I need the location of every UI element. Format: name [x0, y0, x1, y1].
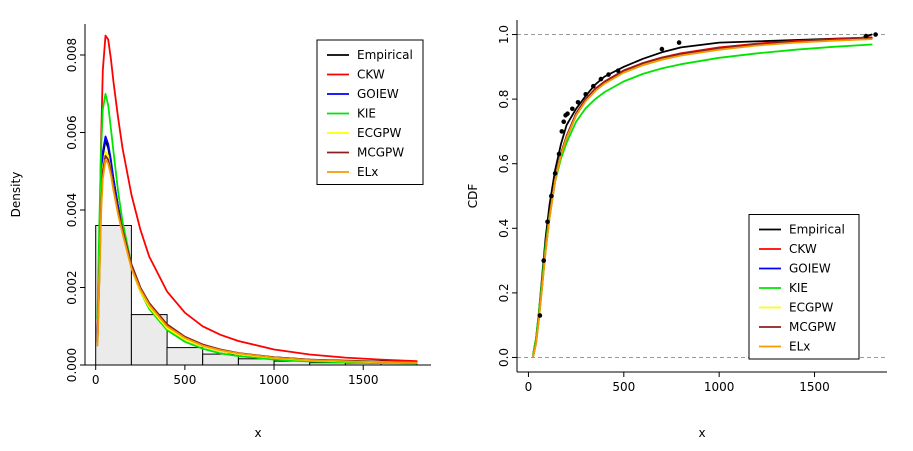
x-tick-label: 1500: [348, 373, 379, 387]
series-lines: [532, 33, 873, 358]
data-point: [591, 83, 596, 89]
y-tick-label: 0.000: [65, 348, 79, 382]
legend-label: ELx: [789, 340, 810, 354]
legend-label: Empirical: [789, 223, 845, 237]
cdf-plot: 0 500 1000 1500 0.0 0.2 0.4 0.6 0.8 1.0 x CDF Empiri…: [466, 20, 887, 440]
data-point: [873, 32, 878, 37]
x-axis-title: x: [698, 426, 705, 440]
y-tick-label: 1.0: [497, 25, 511, 44]
data-point: [583, 92, 588, 97]
data-point: [863, 33, 869, 39]
histogram-bars: [95, 225, 418, 366]
y-tick-label: 0.002: [65, 270, 79, 304]
legend-label: ECGPW: [357, 126, 401, 140]
y-tick-label: 0.004: [65, 193, 79, 227]
data-point: [561, 119, 566, 124]
axes: 0 500 1000 1500 0.000 0.002 0.004 0.006 0.008: [65, 24, 431, 387]
data-point: [552, 171, 558, 176]
x-tick-label: 1000: [259, 373, 290, 387]
axes: 0 500 1000 1500 0.0 0.2 0.4 0.6 0.8 1.0: [497, 20, 887, 394]
data-point: [615, 68, 621, 73]
y-tick-label: 0.006: [65, 115, 79, 149]
legend-box: [748, 214, 860, 360]
y-tick-label: 0.008: [65, 38, 79, 72]
legend-label: MCGPW: [789, 320, 836, 334]
data-point: [559, 129, 565, 134]
series-lines: [96, 34, 418, 365]
x-tick-label: 1500: [799, 380, 830, 394]
legend-label: ECGPW: [789, 301, 833, 315]
series-line-CKW: [96, 34, 418, 363]
histogram-bar: [166, 347, 204, 366]
data-point: [537, 313, 543, 318]
y-tick-label: 0.6: [497, 154, 511, 173]
legend-label: KIE: [357, 107, 376, 121]
legend-label: MCGPW: [357, 146, 404, 160]
data-point: [541, 258, 546, 263]
legend-box: [316, 39, 424, 185]
y-tick-label: 0.4: [497, 219, 511, 238]
data-point: [545, 219, 550, 225]
density-plot: 0 500 1000 1500 0.000 0.002 0.004 0.006 0.008 x De…: [9, 24, 431, 440]
x-tick-label: 0: [92, 373, 100, 387]
legend-label: Empirical: [357, 48, 413, 62]
x-tick-label: 1000: [704, 380, 735, 394]
y-tick-label: 0.2: [497, 283, 511, 302]
series-line-ELx: [532, 38, 873, 358]
data-point: [659, 46, 665, 52]
legend-label: KIE: [789, 281, 808, 295]
legend-label: CKW: [789, 242, 817, 256]
x-tick-label: 0: [525, 380, 533, 394]
legend: Empirical CKW GOIEW KIE ECGPW MCGPW ELx: [748, 214, 860, 360]
legend: Empirical CKW GOIEW KIE ECGPW MCGPW ELx: [316, 39, 424, 185]
data-point: [606, 72, 611, 77]
histogram-bar: [95, 225, 132, 366]
y-axis-title: Density: [9, 172, 23, 218]
y-axis-title: CDF: [466, 184, 480, 209]
empirical-points: [537, 32, 878, 318]
data-point: [556, 151, 562, 157]
legend-label: ELx: [357, 165, 378, 179]
data-point: [575, 100, 581, 105]
x-axis-title: x: [254, 426, 261, 440]
data-point: [676, 40, 682, 45]
y-tick-label: 0.8: [497, 90, 511, 109]
x-tick-label: 500: [612, 380, 635, 394]
data-point: [598, 76, 604, 82]
series-line-ELx: [96, 158, 418, 364]
data-point: [570, 106, 575, 112]
data-point: [565, 111, 570, 116]
legend-label: GOIEW: [789, 262, 831, 276]
y-tick-label: 0.0: [497, 348, 511, 367]
legend-label: CKW: [357, 68, 385, 82]
legend-label: GOIEW: [357, 87, 399, 101]
x-tick-label: 500: [173, 373, 196, 387]
data-point: [549, 193, 554, 199]
